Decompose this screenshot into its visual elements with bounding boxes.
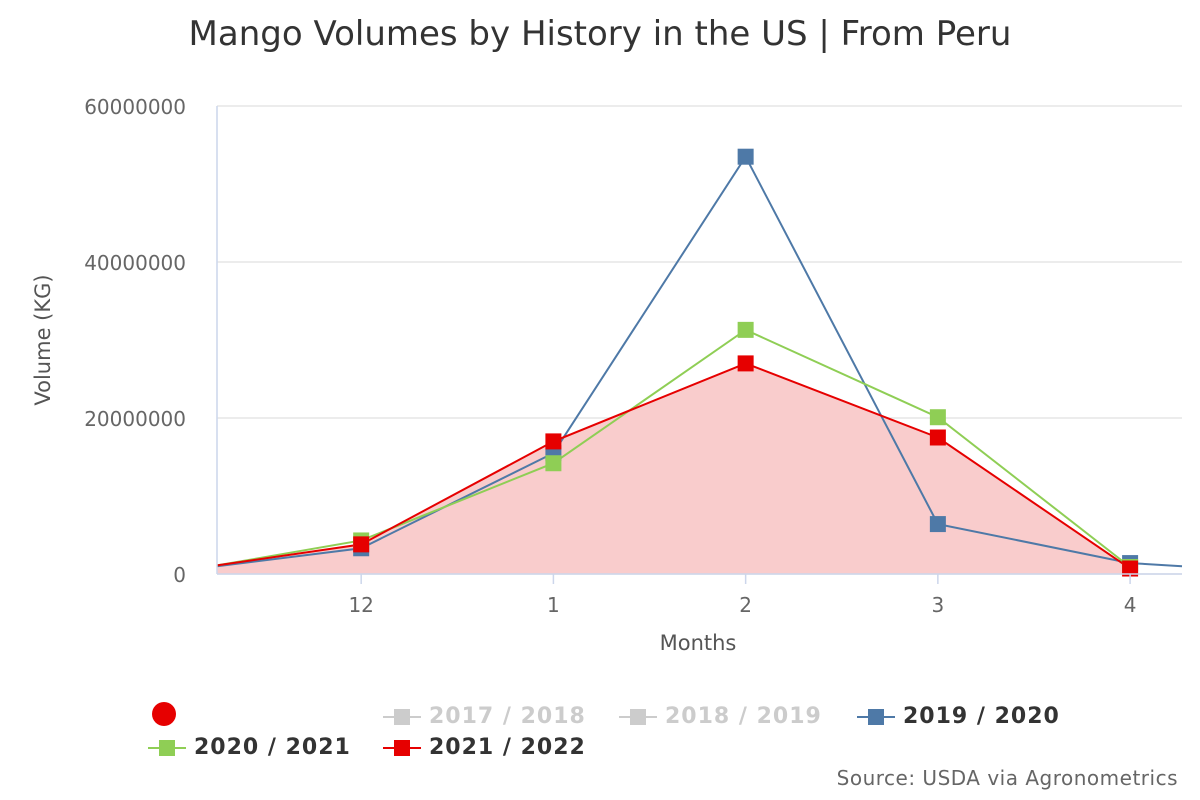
source-credit[interactable]: Source: USDA via Agronometrics (836, 766, 1178, 790)
x-tick-label: 12 (348, 593, 373, 617)
y-axis-title: Volume (KG) (31, 274, 55, 405)
data-point-20212022 (737, 355, 754, 372)
x-tick-label: 2 (739, 593, 752, 617)
legend-item[interactable]: 2018 / 2019 (619, 704, 822, 729)
x-tick-label: 1 (547, 593, 560, 617)
area-layer (217, 363, 1131, 574)
legend-label: 2019 / 2020 (903, 704, 1060, 729)
legend-symbol-icon (383, 707, 421, 727)
y-tick-label: 0 (173, 563, 186, 587)
y-tick-label: 40000000 (84, 251, 186, 275)
data-point-20202021 (737, 321, 754, 338)
series-line-20202021 (216, 328, 1131, 568)
data-point-20212022 (929, 429, 946, 446)
legend-symbol-icon (619, 707, 657, 727)
data-point-20212022 (1122, 560, 1139, 577)
legend-symbol-icon (148, 738, 186, 758)
legend-label: 2020 / 2021 (194, 735, 351, 760)
legend-label: 2017 / 2018 (429, 704, 586, 729)
legend-item[interactable]: 2019 / 2020 (857, 704, 1060, 729)
series-line-20212022 (216, 362, 1131, 570)
legend-item[interactable]: 2021 / 2022 (383, 735, 586, 760)
data-point-20202021 (545, 455, 562, 472)
y-tick-label: 60000000 (84, 95, 186, 119)
x-tick-label: 3 (931, 593, 944, 617)
marker-layer (353, 148, 1139, 577)
legend-symbol-icon (383, 738, 421, 758)
legend-item[interactable]: 2020 / 2021 (148, 735, 351, 760)
data-point-20202021 (929, 409, 946, 426)
data-point-20212022 (545, 433, 562, 450)
legend-item[interactable]: 2017 / 2018 (383, 704, 586, 729)
y-tick-label: 20000000 (84, 407, 186, 431)
data-point-20192020 (929, 516, 946, 533)
legend-symbol-icon (857, 707, 895, 727)
data-point-20192020 (737, 148, 754, 165)
data-point-20212022 (353, 536, 370, 553)
chart-title: Mango Volumes by History in the US | Fro… (188, 14, 1012, 54)
area-fill-20212022 (217, 363, 1131, 574)
x-tick-label: 4 (1124, 593, 1137, 617)
x-axis-title: Months (660, 631, 737, 655)
legend-marker-dot[interactable] (152, 702, 176, 726)
legend-label: 2021 / 2022 (429, 735, 586, 760)
legend-label: 2018 / 2019 (665, 704, 822, 729)
